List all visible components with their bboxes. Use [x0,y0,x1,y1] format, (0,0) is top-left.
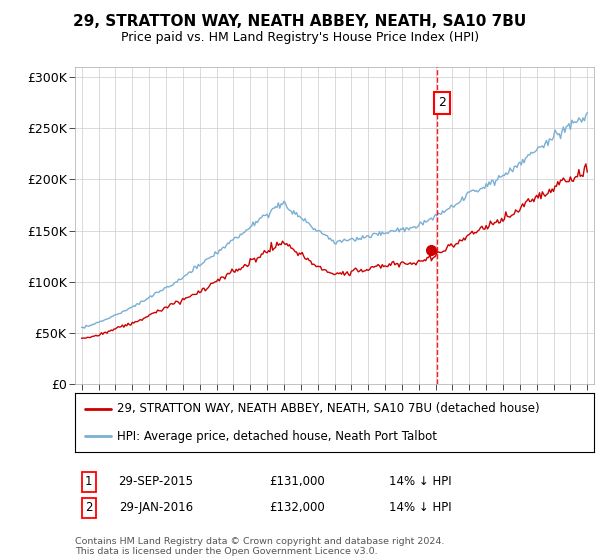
Text: 14% ↓ HPI: 14% ↓ HPI [389,475,451,488]
Text: 1: 1 [85,475,92,488]
Text: 29-SEP-2015: 29-SEP-2015 [119,475,193,488]
Text: 2: 2 [438,96,446,109]
Text: 29, STRATTON WAY, NEATH ABBEY, NEATH, SA10 7BU: 29, STRATTON WAY, NEATH ABBEY, NEATH, SA… [73,14,527,29]
Text: 29, STRATTON WAY, NEATH ABBEY, NEATH, SA10 7BU (detached house): 29, STRATTON WAY, NEATH ABBEY, NEATH, SA… [116,403,539,416]
Text: 2: 2 [85,501,92,515]
Text: 29-JAN-2016: 29-JAN-2016 [119,501,193,515]
Text: Price paid vs. HM Land Registry's House Price Index (HPI): Price paid vs. HM Land Registry's House … [121,31,479,44]
Text: 14% ↓ HPI: 14% ↓ HPI [389,501,451,515]
Text: £131,000: £131,000 [269,475,325,488]
Text: Contains HM Land Registry data © Crown copyright and database right 2024.
This d: Contains HM Land Registry data © Crown c… [75,536,445,556]
Text: HPI: Average price, detached house, Neath Port Talbot: HPI: Average price, detached house, Neat… [116,430,437,442]
Text: £132,000: £132,000 [269,501,325,515]
